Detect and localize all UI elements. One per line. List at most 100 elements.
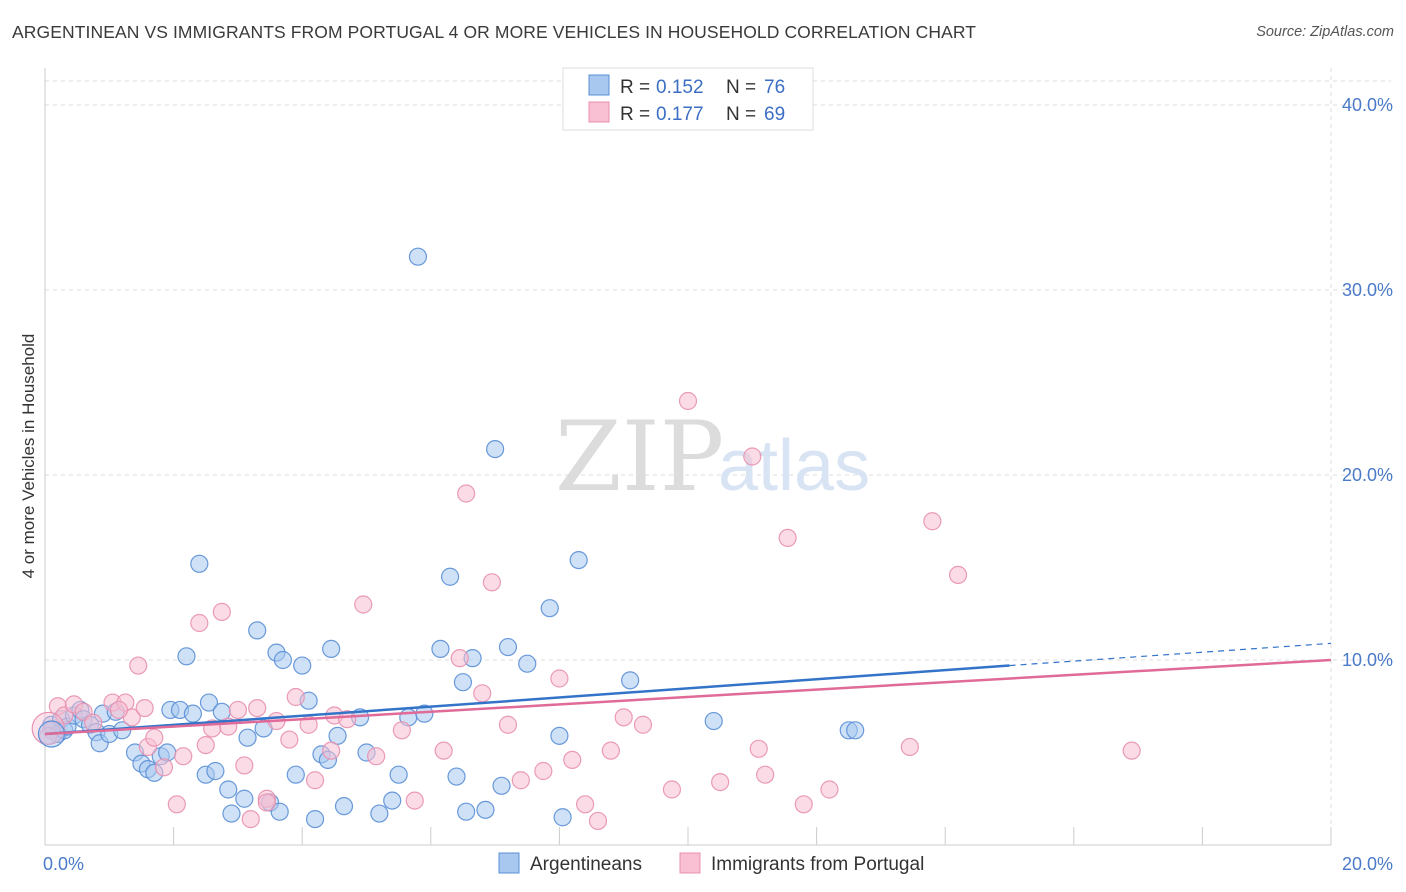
point-portugal-48: [576, 795, 595, 814]
point-argentineans-41: [293, 656, 312, 675]
point-argentineans-69: [550, 726, 569, 745]
point-argentineans-39: [273, 650, 293, 670]
point-portugal-13: [154, 758, 174, 777]
correlation-legend: R = 0.152 N = 76 R = 0.177 N = 69: [562, 67, 814, 131]
series-legend: Argentineans Immigrants from Portugal: [498, 852, 924, 875]
legend-r-value-pink: 0.177: [656, 104, 704, 125]
point-portugal-55: [711, 772, 730, 792]
y-tick-label-1: 20.0%: [1342, 465, 1393, 485]
point-portugal-16: [190, 613, 209, 633]
point-portugal-59: [778, 528, 797, 548]
point-portugal-42: [482, 573, 501, 592]
point-portugal-35: [367, 747, 386, 766]
point-cluster-portugal: [31, 711, 65, 746]
legend-swatch-pink: [588, 101, 610, 123]
point-argentineans-52: [383, 791, 402, 810]
point-portugal-36: [392, 721, 411, 740]
legend-r-label-pink: R =: [620, 104, 650, 125]
y-tick-label-2: 30.0%: [1342, 280, 1393, 300]
point-portugal-21: [228, 700, 247, 720]
point-portugal-43: [498, 715, 518, 734]
point-argentineans-58: [440, 567, 460, 586]
point-argentineans-60: [453, 673, 473, 692]
point-argentineans-72: [621, 671, 640, 690]
point-argentineans-32: [235, 789, 254, 808]
trend-layer: [44, 642, 1332, 736]
point-argentineans-27: [199, 693, 219, 712]
trend-line-argentineans-extension: [1009, 642, 1332, 667]
point-portugal-49: [588, 811, 608, 831]
point-argentineans-71: [569, 550, 588, 570]
y-axis-label: 4 or more Vehicles in Household: [19, 334, 38, 579]
point-portugal-5: [84, 713, 103, 733]
point-portugal-38: [434, 741, 453, 760]
point-portugal-9: [129, 656, 148, 675]
grid-layer: [45, 68, 1391, 845]
point-argentineans-70: [553, 808, 572, 827]
point-portugal-37: [405, 791, 424, 810]
point-argentineans-51: [370, 804, 389, 823]
point-portugal-14: [167, 795, 186, 814]
point-portugal-67: [109, 700, 129, 720]
point-portugal-31: [322, 741, 341, 760]
point-argentineans-46: [322, 639, 341, 659]
points-layer: [31, 247, 1141, 831]
point-portugal-33: [338, 710, 357, 729]
point-portugal-19: [212, 602, 231, 622]
point-argentineans-20: [158, 743, 177, 762]
point-portugal-57: [749, 739, 768, 758]
point-argentineans-38: [270, 802, 289, 821]
point-portugal-34: [354, 595, 373, 614]
point-portugal-64: [948, 565, 968, 585]
point-portugal-17: [196, 735, 215, 755]
point-argentineans-48: [334, 797, 354, 816]
legend-n-label-blue: N =: [726, 77, 756, 98]
point-argentineans-40: [286, 765, 305, 784]
point-portugal-24: [248, 698, 267, 718]
x-tick-labels: 0.0% 20.0%: [43, 854, 1393, 874]
point-portugal-54: [678, 391, 698, 411]
point-portugal-50: [601, 741, 620, 760]
point-argentineans-75: [846, 721, 865, 740]
y-tick-label-3: 40.0%: [1342, 95, 1393, 115]
trend-line-argentineans: [44, 664, 1010, 736]
point-argentineans-66: [498, 637, 518, 657]
point-portugal-51: [614, 708, 633, 727]
point-portugal-44: [511, 771, 530, 790]
point-argentineans-59: [447, 767, 466, 786]
legend-swatch-blue: [588, 74, 610, 96]
watermark-atlas: atlas: [718, 426, 870, 506]
point-portugal-63: [923, 512, 942, 531]
point-argentineans-34: [248, 621, 267, 640]
point-portugal-23: [241, 809, 260, 829]
legend-n-label-pink: N =: [726, 104, 756, 125]
point-portugal-46: [550, 669, 569, 688]
point-argentineans-33: [238, 728, 257, 747]
trend-line-portugal: [44, 658, 1332, 736]
point-portugal-39: [450, 649, 469, 668]
legend-r-value-blue: 0.152: [656, 77, 704, 98]
legend-n-value-pink: 69: [764, 104, 785, 125]
point-argentineans-73: [704, 711, 723, 731]
watermark-zip: ZIP: [555, 401, 724, 513]
point-portugal-30: [305, 771, 325, 790]
point-argentineans-25: [190, 554, 209, 573]
point-portugal-52: [633, 715, 653, 734]
point-portugal-61: [820, 780, 839, 799]
series-label-portugal: Immigrants from Portugal: [711, 854, 924, 875]
point-portugal-22: [235, 756, 254, 775]
point-argentineans-57: [431, 639, 450, 659]
point-argentineans-43: [305, 809, 325, 829]
chart-source: Source: ZipAtlas.com: [1256, 24, 1394, 40]
point-portugal-10: [135, 698, 154, 718]
point-argentineans-64: [486, 440, 505, 459]
point-portugal-62: [900, 737, 919, 757]
point-argentineans-53: [389, 765, 408, 784]
point-portugal-40: [457, 484, 476, 503]
point-argentineans-28: [206, 761, 225, 781]
legend-n-value-blue: 76: [764, 77, 785, 98]
y-tick-labels: 10.0% 20.0% 30.0% 40.0%: [1342, 95, 1393, 670]
point-portugal-12: [145, 728, 164, 747]
watermark: ZIP atlas: [555, 401, 870, 513]
